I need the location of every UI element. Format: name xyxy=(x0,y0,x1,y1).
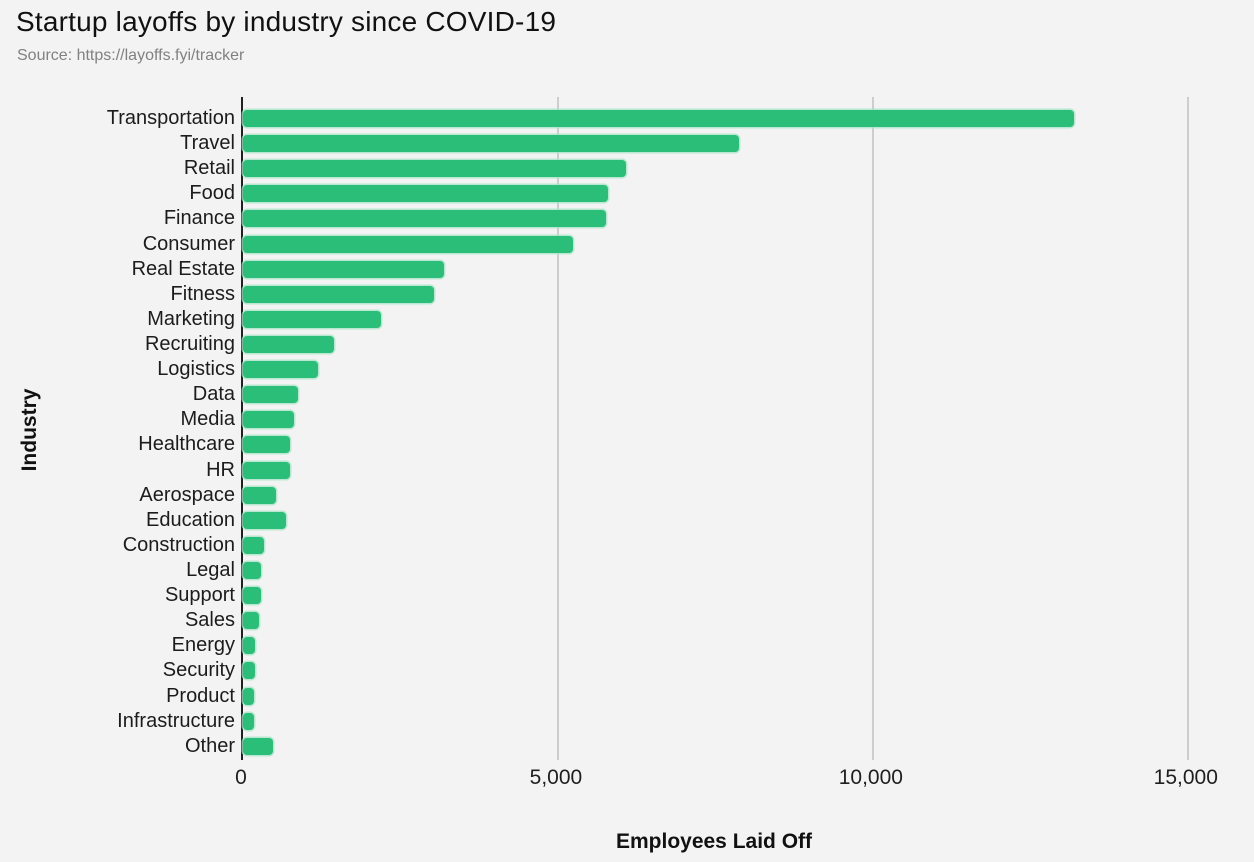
bar-row: Support xyxy=(165,583,1230,608)
source-caption: Source: https://layoffs.fyi/tracker xyxy=(17,47,245,64)
bar xyxy=(243,737,273,755)
category-label: Marketing xyxy=(147,307,235,330)
gridline xyxy=(871,97,874,760)
bar xyxy=(243,210,606,228)
bar xyxy=(243,637,255,655)
x-tick-label: 0 xyxy=(235,766,247,789)
bar xyxy=(243,160,626,178)
bar xyxy=(243,587,261,605)
page-title: Startup layoffs by industry since COVID-… xyxy=(16,6,557,37)
category-label: Aerospace xyxy=(139,483,235,506)
bar-row: Retail xyxy=(184,156,1230,181)
category-label: Food xyxy=(189,182,235,205)
bar xyxy=(243,562,261,580)
category-label: Data xyxy=(192,383,235,406)
bar xyxy=(243,260,444,278)
x-axis-title: Employees Laid Off xyxy=(615,830,813,853)
bar-row: Logistics xyxy=(157,357,1230,382)
bar xyxy=(243,336,335,354)
bar xyxy=(243,486,276,504)
category-label: Energy xyxy=(171,634,235,657)
bar xyxy=(243,310,381,328)
category-label: Transportation xyxy=(106,107,235,130)
bar-row: Food xyxy=(189,181,1230,206)
bar xyxy=(243,185,608,203)
category-label: Finance xyxy=(163,207,235,230)
bar-row: Media xyxy=(181,407,1230,432)
x-tick-labels: 0 5,000 10,000 15,000 xyxy=(235,766,1228,794)
bar-row: Healthcare xyxy=(138,432,1230,457)
x-tick-label: 10,000 xyxy=(838,766,903,789)
bar xyxy=(243,285,435,303)
bar-row: Recruiting xyxy=(145,332,1230,357)
bar-row: Real Estate xyxy=(132,257,1230,282)
x-tick-label: 15,000 xyxy=(1153,766,1218,789)
bar-row: Other xyxy=(185,734,1230,759)
bar xyxy=(243,712,254,730)
category-label: Real Estate xyxy=(131,257,235,280)
category-label: Security xyxy=(162,659,235,682)
bar-row: Travel xyxy=(180,131,1230,156)
bar xyxy=(243,662,255,680)
bar xyxy=(243,361,319,379)
y-axis-title: Industry xyxy=(18,388,41,472)
bar-row: Product xyxy=(166,684,1230,709)
bar xyxy=(243,687,254,705)
category-label: Other xyxy=(184,734,235,757)
bar-row: Fitness xyxy=(171,282,1230,307)
category-label: Recruiting xyxy=(144,333,235,356)
category-label: Legal xyxy=(186,559,235,582)
bar-row: Education xyxy=(146,508,1230,533)
bar xyxy=(243,536,264,554)
bar-row: Finance xyxy=(164,206,1230,231)
category-label: Logistics xyxy=(157,358,235,381)
category-label: Healthcare xyxy=(138,433,235,456)
gridline xyxy=(556,97,559,760)
category-label: Support xyxy=(164,584,235,607)
bar xyxy=(243,436,290,454)
bar xyxy=(243,411,294,429)
category-label: Consumer xyxy=(142,232,235,255)
category-label: Retail xyxy=(183,157,235,180)
gridline xyxy=(1186,97,1189,760)
category-label: Construction xyxy=(122,533,235,556)
bar-row: Security xyxy=(163,658,1230,683)
bar-row: Marketing xyxy=(147,307,1230,332)
category-label: Media xyxy=(180,408,235,431)
bar xyxy=(243,511,286,529)
bar-row: Aerospace xyxy=(139,483,1230,508)
bar xyxy=(243,612,259,630)
bar xyxy=(243,135,739,153)
category-label: Travel xyxy=(180,132,235,155)
category-label: Education xyxy=(146,508,235,531)
bar xyxy=(243,235,574,253)
bar-row: Data xyxy=(193,382,1230,407)
bar-row: Consumer xyxy=(143,232,1230,257)
x-tick-label: 5,000 xyxy=(529,766,583,789)
plot-area: Transportation Travel Retail Food Finance Con… xyxy=(107,97,1230,760)
bar xyxy=(243,386,299,404)
category-label: Sales xyxy=(184,609,235,632)
bar xyxy=(243,461,290,479)
bar-row: Sales xyxy=(185,608,1230,633)
bar-row: Energy xyxy=(172,633,1230,658)
category-label: Infrastructure xyxy=(117,709,235,732)
bar-row: Legal xyxy=(186,558,1230,583)
category-label: Fitness xyxy=(170,282,235,305)
bar-row: Transportation xyxy=(107,106,1230,131)
bar-row: Infrastructure xyxy=(117,709,1230,734)
category-label: HR xyxy=(206,458,235,481)
bar-rows: Transportation Travel Retail Food Finance Con… xyxy=(107,106,1230,759)
bar-row: HR xyxy=(206,458,1230,483)
bar xyxy=(243,110,1074,128)
bar-row: Construction xyxy=(123,533,1230,558)
category-label: Product xyxy=(166,684,235,707)
